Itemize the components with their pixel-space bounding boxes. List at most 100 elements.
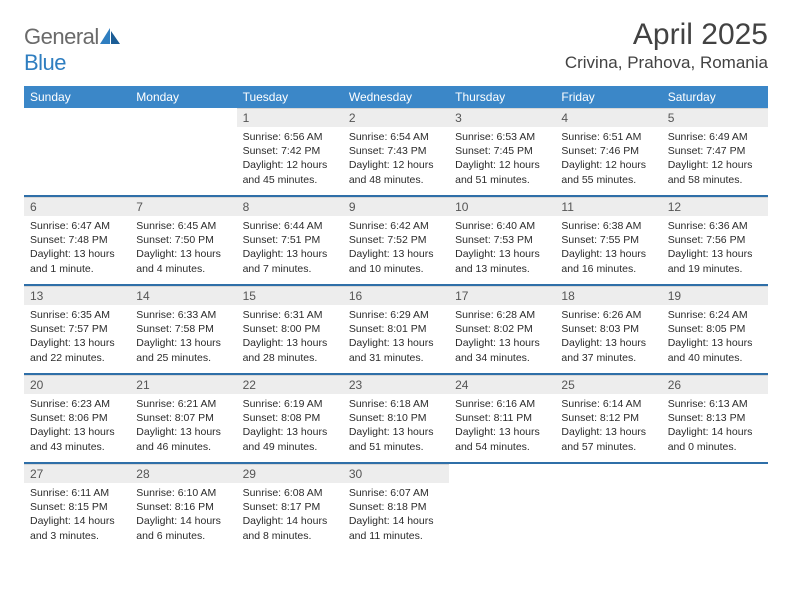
- day-details: Sunrise: 6:18 AMSunset: 8:10 PMDaylight:…: [343, 394, 449, 458]
- day-number: 11: [555, 197, 661, 216]
- daylight-text: Daylight: 13 hours and 51 minutes.: [349, 425, 443, 453]
- day-number: 20: [24, 375, 130, 394]
- calendar-head: SundayMondayTuesdayWednesdayThursdayFrid…: [24, 86, 768, 108]
- sunrise-text: Sunrise: 6:24 AM: [668, 308, 762, 322]
- sunset-text: Sunset: 8:18 PM: [349, 500, 443, 514]
- day-number: 7: [130, 197, 236, 216]
- sunset-text: Sunset: 8:03 PM: [561, 322, 655, 336]
- sunset-text: Sunset: 8:06 PM: [30, 411, 124, 425]
- sunset-text: Sunset: 8:17 PM: [243, 500, 337, 514]
- day-number: 27: [24, 464, 130, 483]
- day-number: 4: [555, 108, 661, 127]
- day-number: 2: [343, 108, 449, 127]
- sunrise-text: Sunrise: 6:18 AM: [349, 397, 443, 411]
- header: GeneralBlue April 2025 Crivina, Prahova,…: [24, 18, 768, 76]
- daylight-text: Daylight: 13 hours and 7 minutes.: [243, 247, 337, 275]
- day-number: 23: [343, 375, 449, 394]
- sunset-text: Sunset: 8:12 PM: [561, 411, 655, 425]
- daylight-text: Daylight: 14 hours and 0 minutes.: [668, 425, 762, 453]
- weekday-header: Saturday: [662, 86, 768, 108]
- day-number: 1: [237, 108, 343, 127]
- day-details: Sunrise: 6:44 AMSunset: 7:51 PMDaylight:…: [237, 216, 343, 280]
- weekday-header: Friday: [555, 86, 661, 108]
- calendar-cell: 13Sunrise: 6:35 AMSunset: 7:57 PMDayligh…: [24, 286, 130, 374]
- day-number: 14: [130, 286, 236, 305]
- calendar-cell: 27Sunrise: 6:11 AMSunset: 8:15 PMDayligh…: [24, 464, 130, 552]
- day-number: 16: [343, 286, 449, 305]
- day-details: Sunrise: 6:21 AMSunset: 8:07 PMDaylight:…: [130, 394, 236, 458]
- daylight-text: Daylight: 12 hours and 45 minutes.: [243, 158, 337, 186]
- daylight-text: Daylight: 13 hours and 16 minutes.: [561, 247, 655, 275]
- sunrise-text: Sunrise: 6:35 AM: [30, 308, 124, 322]
- sunrise-text: Sunrise: 6:31 AM: [243, 308, 337, 322]
- sunset-text: Sunset: 7:53 PM: [455, 233, 549, 247]
- day-details: Sunrise: 6:33 AMSunset: 7:58 PMDaylight:…: [130, 305, 236, 369]
- day-number: 10: [449, 197, 555, 216]
- day-details: Sunrise: 6:28 AMSunset: 8:02 PMDaylight:…: [449, 305, 555, 369]
- sunrise-text: Sunrise: 6:26 AM: [561, 308, 655, 322]
- day-details: Sunrise: 6:53 AMSunset: 7:45 PMDaylight:…: [449, 127, 555, 191]
- sunrise-text: Sunrise: 6:28 AM: [455, 308, 549, 322]
- calendar-cell: 24Sunrise: 6:16 AMSunset: 8:11 PMDayligh…: [449, 375, 555, 463]
- sunset-text: Sunset: 8:11 PM: [455, 411, 549, 425]
- calendar-cell: 9Sunrise: 6:42 AMSunset: 7:52 PMDaylight…: [343, 197, 449, 285]
- sunrise-text: Sunrise: 6:07 AM: [349, 486, 443, 500]
- calendar-week: 13Sunrise: 6:35 AMSunset: 7:57 PMDayligh…: [24, 286, 768, 374]
- month-title: April 2025: [565, 18, 768, 51]
- daylight-text: Daylight: 14 hours and 8 minutes.: [243, 514, 337, 542]
- sunset-text: Sunset: 8:05 PM: [668, 322, 762, 336]
- weekday-header: Monday: [130, 86, 236, 108]
- day-number: 8: [237, 197, 343, 216]
- day-number: 25: [555, 375, 661, 394]
- day-number: 12: [662, 197, 768, 216]
- sunset-text: Sunset: 7:42 PM: [243, 144, 337, 158]
- daylight-text: Daylight: 13 hours and 25 minutes.: [136, 336, 230, 364]
- calendar-cell: 4Sunrise: 6:51 AMSunset: 7:46 PMDaylight…: [555, 108, 661, 196]
- sunrise-text: Sunrise: 6:08 AM: [243, 486, 337, 500]
- sunset-text: Sunset: 8:10 PM: [349, 411, 443, 425]
- day-details: Sunrise: 6:13 AMSunset: 8:13 PMDaylight:…: [662, 394, 768, 458]
- day-details: Sunrise: 6:35 AMSunset: 7:57 PMDaylight:…: [24, 305, 130, 369]
- sunrise-text: Sunrise: 6:49 AM: [668, 130, 762, 144]
- daylight-text: Daylight: 13 hours and 34 minutes.: [455, 336, 549, 364]
- calendar-cell: 26Sunrise: 6:13 AMSunset: 8:13 PMDayligh…: [662, 375, 768, 463]
- sunrise-text: Sunrise: 6:45 AM: [136, 219, 230, 233]
- calendar-cell: 5Sunrise: 6:49 AMSunset: 7:47 PMDaylight…: [662, 108, 768, 196]
- calendar-cell: [449, 464, 555, 552]
- sunrise-text: Sunrise: 6:47 AM: [30, 219, 124, 233]
- sunset-text: Sunset: 7:51 PM: [243, 233, 337, 247]
- sunrise-text: Sunrise: 6:42 AM: [349, 219, 443, 233]
- sunrise-text: Sunrise: 6:56 AM: [243, 130, 337, 144]
- calendar-table: SundayMondayTuesdayWednesdayThursdayFrid…: [24, 86, 768, 552]
- sunset-text: Sunset: 7:58 PM: [136, 322, 230, 336]
- day-details: Sunrise: 6:26 AMSunset: 8:03 PMDaylight:…: [555, 305, 661, 369]
- daylight-text: Daylight: 13 hours and 54 minutes.: [455, 425, 549, 453]
- calendar-cell: 18Sunrise: 6:26 AMSunset: 8:03 PMDayligh…: [555, 286, 661, 374]
- sunrise-text: Sunrise: 6:36 AM: [668, 219, 762, 233]
- sunrise-text: Sunrise: 6:11 AM: [30, 486, 124, 500]
- day-details: Sunrise: 6:08 AMSunset: 8:17 PMDaylight:…: [237, 483, 343, 547]
- day-number: 19: [662, 286, 768, 305]
- calendar-cell: 7Sunrise: 6:45 AMSunset: 7:50 PMDaylight…: [130, 197, 236, 285]
- daylight-text: Daylight: 13 hours and 19 minutes.: [668, 247, 762, 275]
- sunset-text: Sunset: 7:43 PM: [349, 144, 443, 158]
- daylight-text: Daylight: 13 hours and 49 minutes.: [243, 425, 337, 453]
- sunrise-text: Sunrise: 6:40 AM: [455, 219, 549, 233]
- calendar-cell: 10Sunrise: 6:40 AMSunset: 7:53 PMDayligh…: [449, 197, 555, 285]
- day-number: 17: [449, 286, 555, 305]
- daylight-text: Daylight: 13 hours and 43 minutes.: [30, 425, 124, 453]
- calendar-cell: 3Sunrise: 6:53 AMSunset: 7:45 PMDaylight…: [449, 108, 555, 196]
- sunset-text: Sunset: 8:08 PM: [243, 411, 337, 425]
- day-details: Sunrise: 6:56 AMSunset: 7:42 PMDaylight:…: [237, 127, 343, 191]
- title-block: April 2025 Crivina, Prahova, Romania: [565, 18, 768, 73]
- calendar-cell: 25Sunrise: 6:14 AMSunset: 8:12 PMDayligh…: [555, 375, 661, 463]
- day-details: Sunrise: 6:36 AMSunset: 7:56 PMDaylight:…: [662, 216, 768, 280]
- sunrise-text: Sunrise: 6:14 AM: [561, 397, 655, 411]
- sunset-text: Sunset: 8:02 PM: [455, 322, 549, 336]
- day-details: Sunrise: 6:16 AMSunset: 8:11 PMDaylight:…: [449, 394, 555, 458]
- calendar-cell: 2Sunrise: 6:54 AMSunset: 7:43 PMDaylight…: [343, 108, 449, 196]
- sunrise-text: Sunrise: 6:54 AM: [349, 130, 443, 144]
- sunset-text: Sunset: 7:45 PM: [455, 144, 549, 158]
- calendar-week: 6Sunrise: 6:47 AMSunset: 7:48 PMDaylight…: [24, 197, 768, 285]
- sunset-text: Sunset: 7:50 PM: [136, 233, 230, 247]
